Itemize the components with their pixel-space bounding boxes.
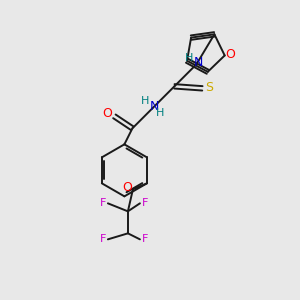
Text: N: N	[150, 100, 159, 113]
Text: S: S	[206, 81, 213, 94]
Text: F: F	[142, 234, 148, 244]
Text: O: O	[225, 48, 235, 61]
Text: H: H	[185, 53, 194, 63]
Text: F: F	[100, 198, 106, 208]
Text: N: N	[194, 56, 203, 69]
Text: H: H	[156, 108, 165, 118]
Text: O: O	[103, 107, 112, 120]
Text: F: F	[142, 198, 148, 208]
Text: H: H	[141, 96, 150, 106]
Text: O: O	[122, 181, 132, 194]
Text: F: F	[100, 234, 106, 244]
